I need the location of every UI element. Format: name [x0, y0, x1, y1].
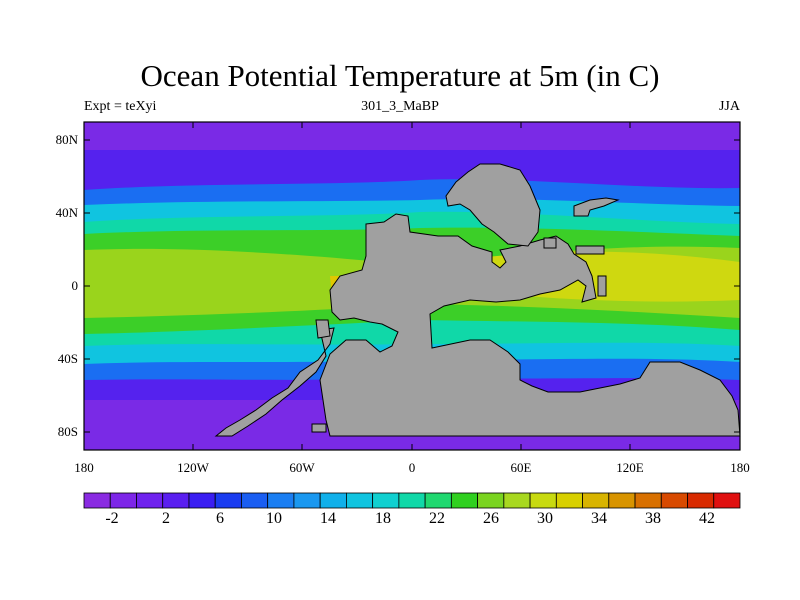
eastern-islet-2: [575, 245, 605, 255]
colorbar-swatch: [136, 492, 164, 509]
y-tick-label: 80N: [55, 132, 78, 147]
plot-title: Ocean Potential Temperature at 5m (in C): [140, 58, 660, 93]
western-island: [315, 319, 331, 339]
colorbar-swatch: [162, 492, 190, 509]
southwest-peninsula: [214, 327, 335, 437]
experiment-label: Expt = teXyi: [84, 99, 157, 114]
colorbar-label: 38: [645, 510, 661, 527]
colorbar-swatch: [529, 492, 557, 509]
x-tick-label: 180: [74, 460, 94, 475]
colorbar-label: 26: [483, 510, 499, 527]
colorbar-label: 34: [591, 510, 607, 527]
x-tick-label: 120W: [177, 460, 209, 475]
season-label: JJA: [718, 99, 740, 114]
colorbar-label: 22: [429, 510, 445, 527]
colorbar-swatch: [109, 492, 137, 509]
eastern-islet-3: [597, 275, 607, 297]
colorbar-swatch: [293, 492, 321, 509]
x-tick-label: 180: [730, 460, 750, 475]
colorbar-label: 14: [320, 510, 336, 527]
colorbar-swatch: [555, 492, 583, 509]
colorbar-label: 18: [375, 510, 391, 527]
colorbar-label: 10: [266, 510, 282, 527]
colorbar-swatch: [450, 492, 478, 509]
northern-continent: [445, 163, 541, 247]
x-tick-label: 120E: [616, 460, 644, 475]
colorbar-swatch: [345, 492, 374, 509]
northern-island: [573, 197, 620, 217]
x-tick-label: 0: [408, 460, 416, 475]
colorbar-swatch: [83, 492, 111, 509]
southern-islet: [311, 423, 327, 433]
y-tick-label: 40S: [57, 351, 78, 366]
colorbar-swatch: [424, 492, 452, 509]
colorbar-swatch: [687, 492, 715, 509]
colorbar-swatch: [582, 492, 610, 509]
colorbar-swatch: [319, 492, 347, 509]
colorbar-swatch: [477, 492, 505, 509]
landmasses: [214, 163, 741, 437]
colorbar-swatch: [634, 492, 662, 509]
colorbar-label: 2: [162, 510, 170, 527]
eastern-islet-1: [543, 237, 557, 249]
colorbar-swatch: [372, 492, 400, 509]
y-tick-label: 40N: [55, 205, 78, 220]
x-tick-label: 60E: [510, 460, 532, 475]
colorbar-label: -2: [105, 510, 119, 527]
colorbar-swatch: [660, 492, 688, 509]
y-tick-label: 0: [71, 278, 79, 293]
x-tick-label: 60W: [289, 460, 315, 475]
colorbar-swatch: [241, 492, 269, 509]
colorbar-swatch: [214, 492, 242, 509]
colorbar-swatch: [267, 492, 295, 509]
main-continent: [319, 213, 741, 437]
colorbar-swatch: [503, 492, 531, 509]
colorbar-swatch: [713, 492, 741, 509]
colorbar-swatch: [608, 492, 636, 509]
colorbar-label: 6: [216, 510, 224, 527]
colorbar-label: 30: [537, 510, 553, 527]
colorbar-swatch: [398, 492, 426, 509]
colorbar-swatch: [188, 492, 216, 509]
colorbar-label: 42: [699, 510, 715, 527]
y-tick-label: 80S: [57, 424, 78, 439]
axis-ticks: [84, 122, 740, 450]
timeslice-label: 301_3_MaBP: [361, 99, 439, 114]
